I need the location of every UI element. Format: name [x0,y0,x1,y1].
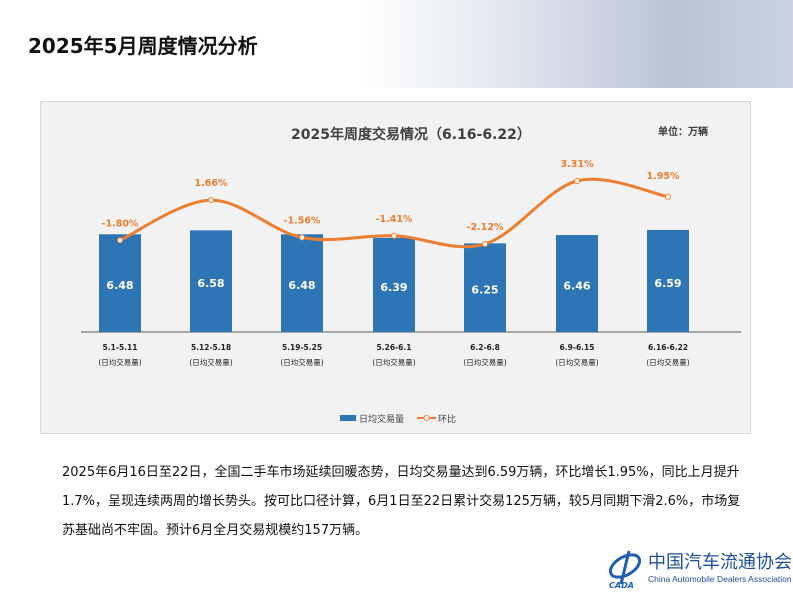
line-data-label: -1.80% [102,218,139,229]
legend-bar-swatch [340,415,356,421]
line-data-label: 1.95% [647,171,680,182]
line-data-label: -2.12% [467,222,504,233]
bar [556,235,598,332]
chart-unit: 单位：万辆 [658,125,708,138]
chart-panel: 2025年周度交易情况（6.16-6.22） 单位：万辆 6.48 5.1-5.11 (… [40,101,751,434]
x-tick-sublabel: (日均交易量) [98,357,141,367]
line-point [299,234,305,241]
chart-title: 2025年周度交易情况（6.16-6.22） [291,126,531,143]
legend-line-marker [423,415,430,421]
line-point [391,232,397,239]
bar-value-label: 6.39 [380,281,407,294]
body-text: 2025年6月16日至22日，全国二手车市场延续回暖态势，日均交易量达到6.59… [62,465,741,538]
logo-mark: CADA [609,581,634,590]
bar [281,234,323,332]
line-point [574,178,580,185]
x-tick-label: 5.19-5.25 [282,343,322,352]
bar-value-label: 6.46 [563,280,590,293]
line-data-label: 3.31% [561,159,594,170]
combo-chart: 2025年周度交易情况（6.16-6.22） 单位：万辆 6.48 5.1-5.11 (… [81,125,741,425]
x-tick-label: 6.9-6.15 [560,343,595,352]
x-tick-label: 6.2-6.8 [470,343,500,352]
line-point [665,193,671,200]
bar-value-label: 6.48 [288,279,315,292]
line-data-label: 1.66% [195,178,228,189]
x-tick-sublabel: (日均交易量) [372,357,415,367]
legend-line-label: 环比 [438,413,456,425]
bar-value-label: 6.48 [106,279,133,292]
bar-value-label: 6.59 [654,277,681,290]
x-tick-sublabel: (日均交易量) [463,357,506,367]
bar [373,237,415,332]
bar-value-label: 6.25 [471,284,498,297]
bar [464,243,506,332]
x-tick-label: 5.1-5.11 [103,343,138,352]
x-tick-sublabel: (日均交易量) [555,357,598,367]
line-point [208,197,214,204]
logo-en: China Automobile Dealers Association [648,574,792,584]
line-point [117,237,123,244]
page-title: 2025年5月周度情况分析 [28,34,258,58]
bar [99,234,141,332]
logo-cn: 中国汽车流通协会 [648,552,792,573]
line-data-label: -1.56% [284,215,321,226]
x-tick-sublabel: (日均交易量) [189,357,232,367]
line-point [482,240,488,247]
bar-value-label: 6.58 [197,277,224,290]
x-tick-sublabel: (日均交易量) [646,357,689,367]
header-banner [0,0,793,88]
bar [190,230,232,332]
x-tick-label: 6.16-6.22 [648,343,688,352]
x-tick-label: 5.12-5.18 [191,343,231,352]
bar [647,229,689,332]
cada-logo: CADA 中国汽车流通协会 China Automobile Dealers A… [603,546,793,591]
x-tick-sublabel: (日均交易量) [280,357,323,367]
line-data-label: -1.41% [376,214,413,225]
x-tick-label: 5.26-6.1 [377,343,412,352]
legend-bar-label: 日均交易量 [359,413,404,425]
